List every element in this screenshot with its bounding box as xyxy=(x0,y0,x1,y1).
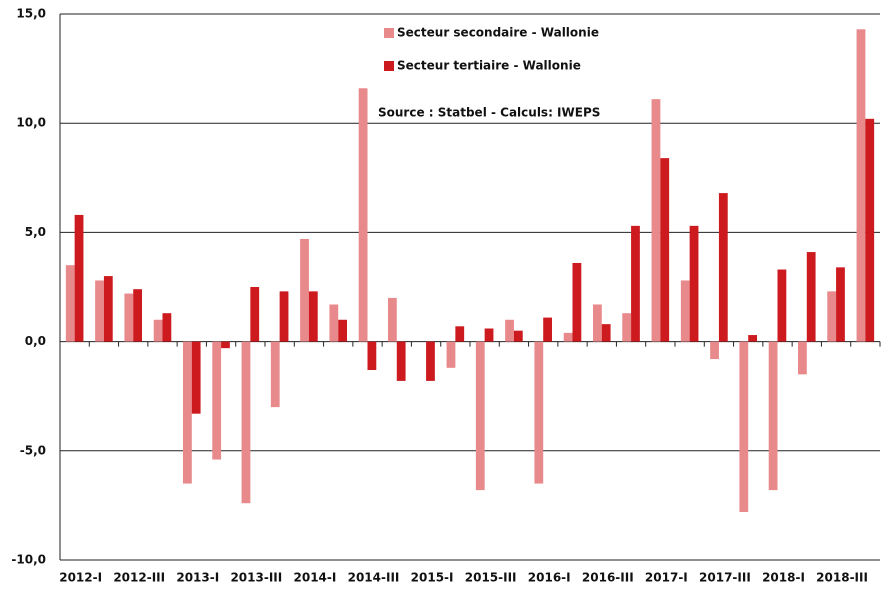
bar xyxy=(836,267,845,342)
bar xyxy=(513,330,523,342)
bar xyxy=(798,341,807,375)
x-tick-label: 2016-I xyxy=(528,571,571,585)
x-tick-label: 2017-I xyxy=(645,571,688,585)
x-tick-label: 2018-I xyxy=(762,571,805,585)
annotation: Source : Statbel - Calculs: IWEPS xyxy=(378,106,600,120)
bar xyxy=(279,291,289,342)
bar xyxy=(221,341,230,349)
x-tick-label: 2018-III xyxy=(816,571,868,585)
bar xyxy=(777,269,787,342)
bar xyxy=(358,88,368,342)
bar xyxy=(95,280,104,342)
x-tick-label: 2013-III xyxy=(230,571,282,585)
bar xyxy=(191,341,201,414)
x-tick-label: 2014-I xyxy=(294,571,337,585)
bar xyxy=(338,319,347,342)
bar xyxy=(300,238,309,342)
x-tick-label: 2012-I xyxy=(59,571,102,585)
bar xyxy=(475,341,485,491)
bar xyxy=(563,332,573,342)
bar xyxy=(183,341,192,484)
legend-label: Secteur secondaire - Wallonie xyxy=(397,26,599,40)
bar xyxy=(768,341,778,491)
bar xyxy=(455,326,465,342)
y-tick-label: 10,0 xyxy=(16,116,46,130)
y-tick-label: -10,0 xyxy=(11,553,46,567)
legend-swatch xyxy=(384,61,394,71)
bar xyxy=(651,99,661,342)
bar xyxy=(543,317,552,342)
x-tick-label: 2012-III xyxy=(113,571,165,585)
bar xyxy=(426,341,435,381)
bar xyxy=(748,335,757,342)
bar xyxy=(718,193,728,342)
bar xyxy=(103,276,113,342)
bar xyxy=(446,341,456,368)
bar xyxy=(601,324,611,342)
bar xyxy=(593,304,602,342)
y-tick-label: 15,0 xyxy=(16,7,46,21)
legend-label: Secteur tertiaire - Wallonie xyxy=(397,59,581,73)
bar xyxy=(710,341,719,360)
y-tick-label: -5,0 xyxy=(20,443,46,457)
x-tick-label: 2016-III xyxy=(582,571,634,585)
bar xyxy=(270,341,280,408)
x-tick-label: 2013-I xyxy=(176,571,219,585)
bar xyxy=(329,304,339,342)
bar xyxy=(680,280,690,342)
bar xyxy=(74,214,84,342)
bar xyxy=(856,29,866,342)
bar xyxy=(660,158,670,342)
bar xyxy=(133,289,142,342)
bar xyxy=(806,252,816,342)
bar xyxy=(162,313,172,342)
x-tick-label: 2014-III xyxy=(348,571,400,585)
bar xyxy=(250,287,260,342)
bar xyxy=(827,291,837,342)
bar xyxy=(689,225,699,342)
bar xyxy=(124,293,134,342)
bar xyxy=(153,319,163,342)
y-tick-label: 5,0 xyxy=(25,225,46,239)
bar xyxy=(631,225,640,342)
bar xyxy=(865,118,875,342)
x-tick-label: 2017-III xyxy=(699,571,751,585)
bar xyxy=(367,341,377,370)
bar xyxy=(572,262,582,342)
bar xyxy=(308,291,318,342)
bar xyxy=(212,341,222,460)
x-tick-label: 2015-I xyxy=(411,571,454,585)
bar xyxy=(388,297,397,342)
bar xyxy=(484,328,494,342)
x-tick-label: 2015-III xyxy=(465,571,517,585)
bar xyxy=(622,313,632,342)
bar xyxy=(241,341,251,504)
legend-swatch xyxy=(384,28,394,38)
y-tick-label: 0,0 xyxy=(25,334,46,348)
bar xyxy=(534,341,544,484)
bar xyxy=(396,341,406,381)
bar xyxy=(65,265,75,342)
bar xyxy=(739,341,749,512)
bar xyxy=(505,319,514,342)
